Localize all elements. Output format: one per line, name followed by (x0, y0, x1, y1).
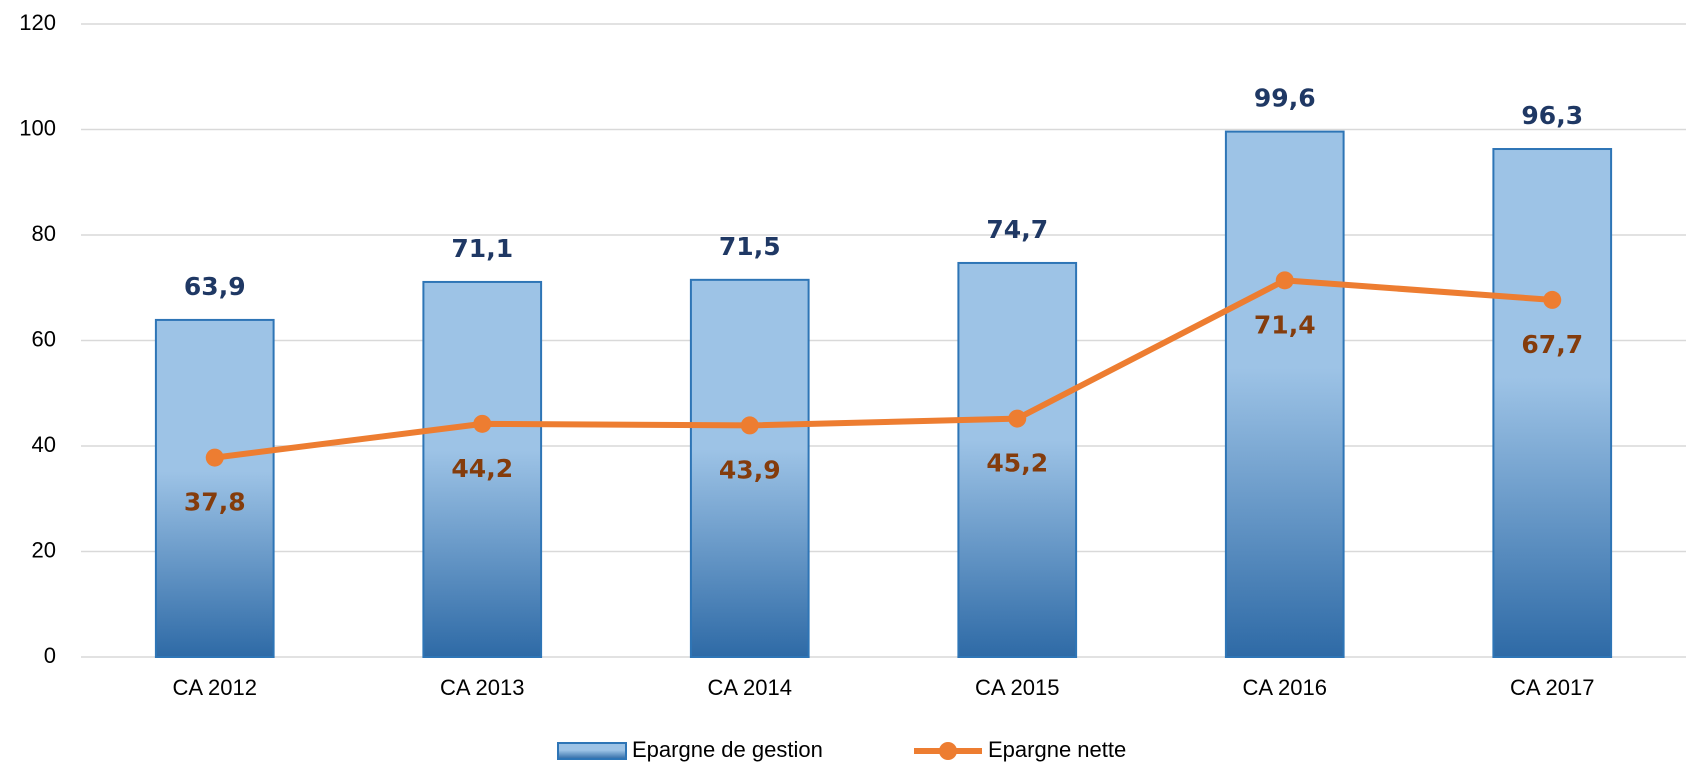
x-tick-label: CA 2013 (440, 675, 524, 700)
data-label: 45,2 (986, 449, 1048, 478)
y-tick-label: 0 (44, 643, 56, 668)
y-tick-label: 20 (32, 537, 56, 562)
point (740, 416, 759, 435)
data-label: 67,7 (1521, 330, 1583, 359)
data-label: 63,9 (184, 272, 246, 301)
x-tick-label: CA 2015 (975, 675, 1059, 700)
x-tick-label: CA 2017 (1510, 675, 1594, 700)
data-label: 37,8 (184, 488, 246, 517)
y-tick-label: 40 (32, 432, 56, 457)
legend-label: Epargne de gestion (632, 737, 823, 762)
data-label: 44,2 (451, 454, 513, 483)
line (214, 277, 1553, 461)
bar (957, 261, 1078, 658)
legend-swatch (557, 742, 627, 760)
bar (1224, 130, 1345, 659)
data-label: 71,4 (1254, 310, 1316, 339)
legend-swatch (939, 742, 957, 760)
data-label: 74,7 (986, 215, 1048, 244)
data-label: 99,6 (1254, 84, 1316, 113)
x-tick-label: CA 2012 (173, 675, 257, 700)
data-label: 71,5 (719, 232, 781, 261)
bar (689, 278, 810, 658)
y-tick-label: 100 (19, 115, 56, 140)
point (1008, 409, 1027, 428)
data-label: 43,9 (719, 455, 781, 484)
x-tick-label: CA 2014 (708, 675, 792, 700)
legend-label: Epargne nette (988, 737, 1126, 762)
y-tick-label: 80 (32, 221, 56, 246)
point (473, 414, 492, 433)
bar (154, 318, 275, 658)
data-label: 71,1 (451, 234, 513, 263)
point (1543, 290, 1562, 309)
y-tick-label: 120 (19, 10, 56, 35)
bar (422, 280, 543, 658)
bar (1492, 148, 1613, 659)
data-label: 96,3 (1521, 101, 1583, 130)
y-tick-label: 60 (32, 326, 56, 351)
point (1275, 271, 1294, 290)
point (205, 448, 224, 467)
x-tick-label: CA 2016 (1243, 675, 1327, 700)
